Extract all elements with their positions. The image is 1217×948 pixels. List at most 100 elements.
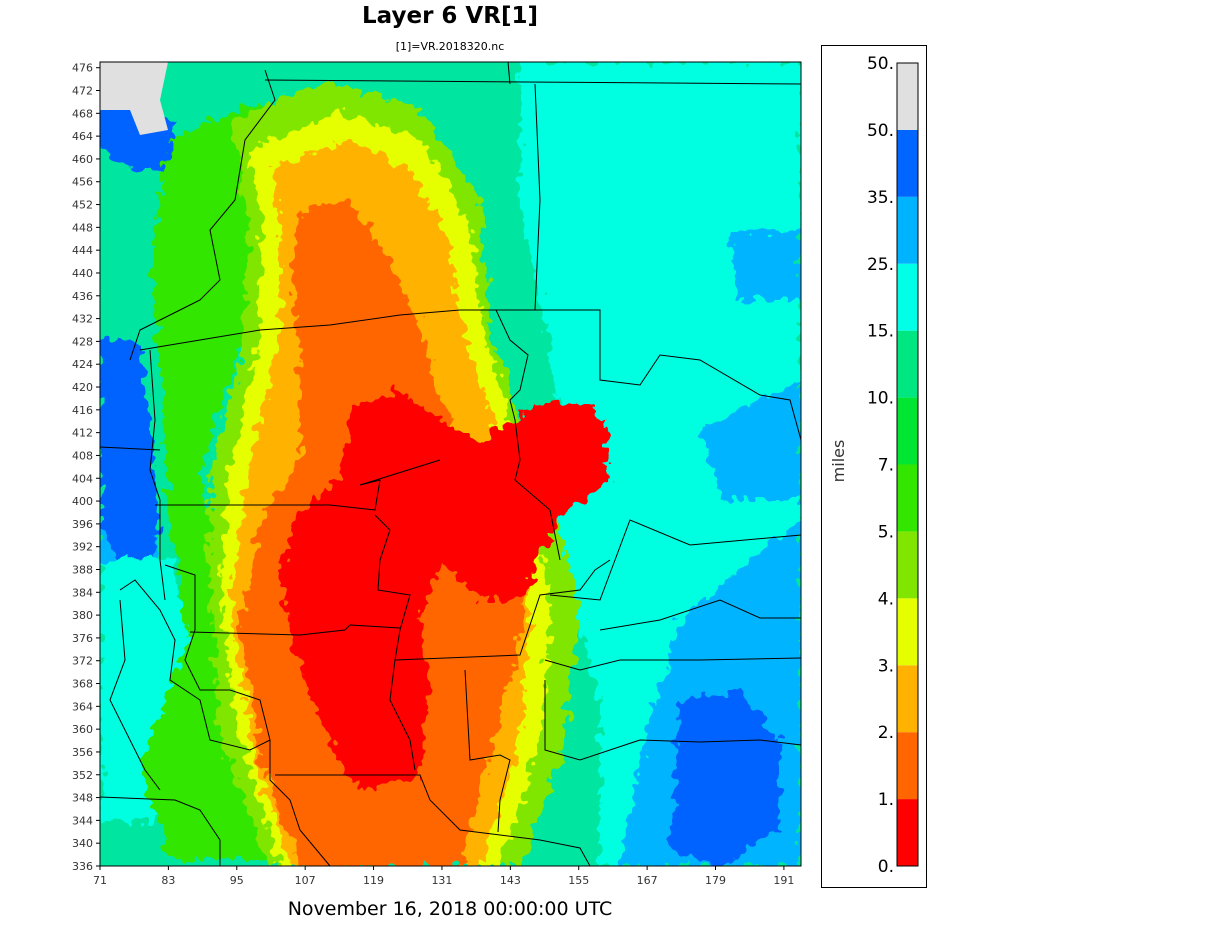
colorbar-swatch xyxy=(897,732,918,800)
x-tick-label: 131 xyxy=(431,874,452,887)
y-tick-label: 392 xyxy=(72,541,93,554)
boundary-line xyxy=(275,774,591,867)
boundary-line xyxy=(374,514,411,631)
timestamp-label: November 16, 2018 00:00:00 UTC xyxy=(287,898,613,920)
y-tick-label: 472 xyxy=(72,85,93,98)
boundary-line xyxy=(264,79,802,85)
boundary-line xyxy=(129,69,276,361)
boundary-line xyxy=(495,309,561,561)
y-tick-label: 412 xyxy=(72,427,93,440)
x-tick-label: 83 xyxy=(161,874,175,887)
y-tick-label: 380 xyxy=(72,609,93,622)
y-axis: 336 340 344 348 352 356 360 364 368 372 376 380 384 3… xyxy=(72,62,100,873)
boundary-line xyxy=(544,657,802,671)
region-red-east-lobe xyxy=(520,400,610,470)
colorbar-tick-label: 0. xyxy=(878,857,894,877)
boundary-line xyxy=(119,579,271,751)
colorbar-tick-label: 3. xyxy=(878,656,894,676)
boundary-line xyxy=(189,624,401,636)
boundary-line xyxy=(507,61,511,85)
colorbar-tick-label: 15. xyxy=(867,322,894,342)
boundary-line xyxy=(599,599,801,631)
y-tick-label: 364 xyxy=(72,700,93,713)
y-tick-label: 432 xyxy=(72,313,93,326)
colorbar-tick-label: 25. xyxy=(867,255,894,275)
colorbar-tick-label: 50. xyxy=(867,121,894,141)
y-tick-label: 400 xyxy=(72,495,93,508)
colorbar-tick-label: 1. xyxy=(878,790,894,810)
colorbar-swatches xyxy=(896,62,919,867)
plot-frame xyxy=(99,61,802,867)
y-tick-label: 456 xyxy=(72,176,93,189)
colorbar-tick-label: 35. xyxy=(867,188,894,208)
y-tick-label: 372 xyxy=(72,655,93,668)
y-tick-label: 356 xyxy=(72,746,93,759)
boundary-line xyxy=(99,796,221,866)
y-tick-label: 376 xyxy=(72,632,93,645)
y-tick-label: 352 xyxy=(72,769,93,782)
x-tick-label: 167 xyxy=(637,874,658,887)
x-tick-label: 107 xyxy=(295,874,316,887)
x-tick-label: 155 xyxy=(568,874,589,887)
y-tick-label: 396 xyxy=(72,518,93,531)
y-tick-label: 460 xyxy=(72,153,93,166)
boundary-line xyxy=(394,559,611,661)
y-tick-label: 464 xyxy=(72,130,93,143)
y-tick-label: 452 xyxy=(72,199,93,212)
boundary-line xyxy=(149,349,166,601)
colorbar-swatch xyxy=(897,799,918,866)
y-tick-label: 420 xyxy=(72,381,93,394)
colorbar-frame xyxy=(896,62,919,867)
y-tick-label: 388 xyxy=(72,563,93,576)
y-tick-label: 384 xyxy=(72,586,93,599)
boundary-line xyxy=(464,669,511,833)
region-lightblue-e2 xyxy=(700,380,801,500)
colorbar-tick-label: 5. xyxy=(878,522,894,542)
y-tick-label: 340 xyxy=(72,837,93,850)
field-regions xyxy=(100,62,801,866)
colorbar-swatch xyxy=(897,531,918,599)
colorbar-swatch xyxy=(897,665,918,733)
y-tick-label: 416 xyxy=(72,404,93,417)
boundary-line xyxy=(549,519,802,601)
colorbar-swatch xyxy=(897,263,918,331)
y-tick-label: 436 xyxy=(72,290,93,303)
colorbar-tick-label: 4. xyxy=(878,589,894,609)
x-tick-label: 191 xyxy=(773,874,794,887)
colorbar-tick-label: 50. xyxy=(867,54,894,74)
colorbar-tick-label: 2. xyxy=(878,723,894,743)
x-axis: 71 83 95 107 119 131 143 155 167 179 191 xyxy=(93,866,794,887)
boundary-line xyxy=(99,446,161,451)
colorbar-labels: 0. 1. 2. 3. 4. 5. 7. 10. 15. 25. 35. 50. 50. xyxy=(867,54,894,877)
colorbar-swatch xyxy=(897,330,918,398)
colorbar-tick-label: 10. xyxy=(867,389,894,409)
heatmap-plot: 336 340 344 348 352 356 360 364 368 372 376 380 384 3… xyxy=(72,61,802,887)
colorbar-legend: 0. 1. 2. 3. 4. 5. 7. 10. 15. 25. 35. 50. 50. miles xyxy=(821,45,927,888)
boundary-line xyxy=(139,309,802,441)
region-blue-west xyxy=(100,340,160,570)
y-tick-label: 476 xyxy=(72,62,93,75)
colorbar-tick-label: 7. xyxy=(878,456,894,476)
boundary-line xyxy=(109,599,161,791)
y-tick-label: 348 xyxy=(72,792,93,805)
y-tick-label: 360 xyxy=(72,723,93,736)
colorbar-swatch xyxy=(897,196,918,264)
colorbar-swatch xyxy=(897,63,918,130)
region-green-bright xyxy=(140,100,300,860)
y-tick-label: 440 xyxy=(72,267,93,280)
y-tick-label: 428 xyxy=(72,335,93,348)
y-tick-label: 368 xyxy=(72,678,93,691)
x-tick-label: 71 xyxy=(93,874,107,887)
region-blue-se xyxy=(670,690,780,866)
colorbar-swatch xyxy=(897,464,918,532)
chart-subtitle: [1]=VR.2018320.nc xyxy=(395,40,505,53)
field-layer xyxy=(100,62,801,866)
boundary-line xyxy=(389,629,416,771)
y-tick-label: 444 xyxy=(72,244,93,257)
y-tick-label: 408 xyxy=(72,449,93,462)
boundary-line xyxy=(544,680,802,761)
colorbar-unit-label: miles xyxy=(829,440,848,483)
y-tick-label: 336 xyxy=(72,860,93,873)
x-tick-label: 179 xyxy=(705,874,726,887)
colorbar-swatch xyxy=(897,397,918,465)
